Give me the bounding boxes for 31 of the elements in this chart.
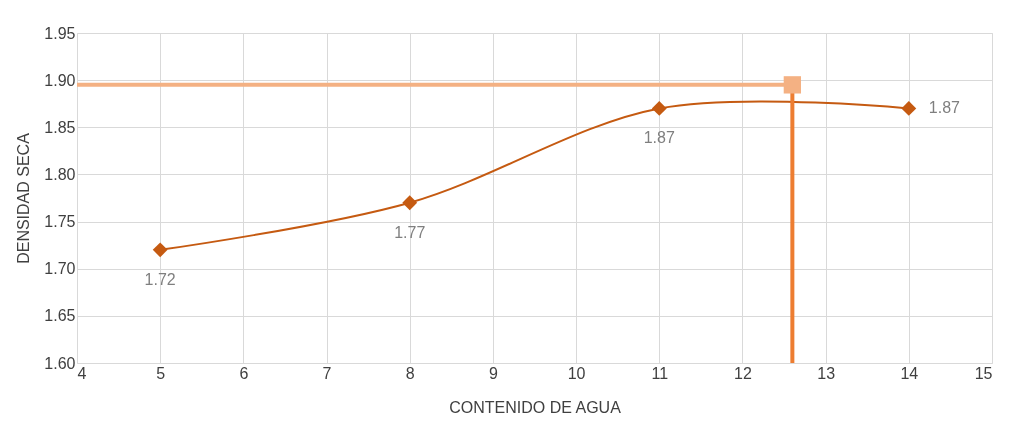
x-tick-label: 6 [239,364,249,382]
data-label: 1.72 [144,270,176,288]
x-tick-label: 10 [567,364,586,382]
x-tick-label: 9 [488,364,498,382]
y-tick-label: 1.90 [44,71,76,89]
x-tick-label: 15 [974,364,993,382]
x-tick-label: 8 [405,364,415,382]
x-tick-label: 4 [77,364,87,382]
x-tick-label: 5 [156,364,166,382]
x-tick-label: 7 [322,364,332,382]
y-tick-label: 1.60 [44,354,76,372]
point [152,242,168,258]
point [651,101,667,116]
y-axis-title: DENSIDAD SECA [15,132,33,264]
x-tick-label: 11 [651,364,669,382]
x-axis-title: CONTENIDO DE AGUA [449,398,622,416]
x-tick-label: 12 [734,364,752,382]
x-tick-label: 14 [900,364,919,382]
y-tick-label: 1.65 [44,307,76,325]
y-tick-label: 1.75 [44,213,76,231]
y-tick-label: 1.95 [44,24,76,42]
y-tick-label: 1.85 [44,118,76,136]
point [901,101,917,116]
point [402,195,418,211]
data-label: 1.87 [928,99,961,117]
y-tick-label: 1.80 [44,165,76,183]
data-label: 1.77 [394,223,426,241]
data-label: 1.87 [643,129,675,147]
y-tick-label: 1.70 [44,260,76,278]
point [783,76,802,94]
x-tick-label: 13 [817,364,836,382]
